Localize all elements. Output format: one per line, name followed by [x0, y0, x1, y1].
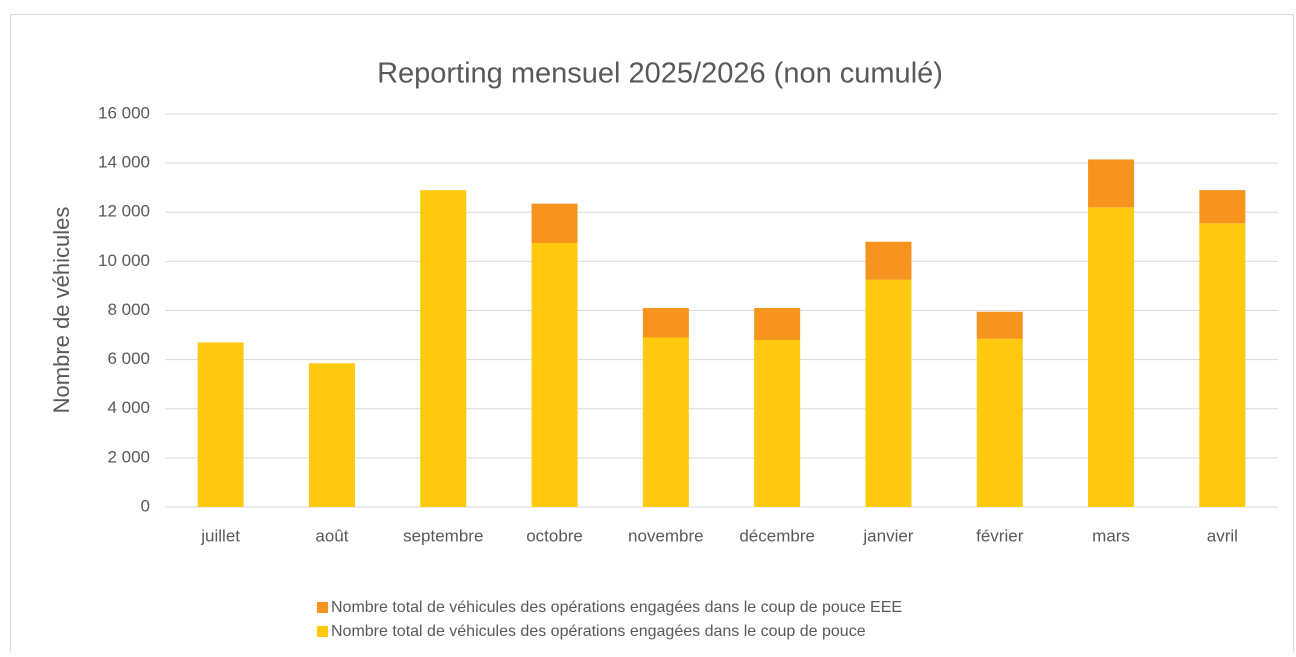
bar-segment — [197, 342, 244, 507]
y-tick-label: 4 000 — [107, 398, 150, 417]
bar-segment — [1199, 190, 1246, 224]
bar-segment — [1088, 159, 1135, 208]
x-tick-label: mars — [1092, 526, 1130, 545]
x-tick-label: juillet — [200, 526, 240, 545]
x-tick-label: août — [315, 526, 348, 545]
bar-segment — [420, 190, 467, 508]
bar-segment — [976, 311, 1023, 339]
x-tick-label: septembre — [403, 526, 483, 545]
bar-segment — [865, 279, 912, 507]
y-tick-label: 0 — [141, 496, 150, 515]
bar-segment — [754, 339, 801, 507]
y-tick-label: 12 000 — [98, 202, 150, 221]
y-axis-label: Nombre de véhicules — [49, 207, 74, 414]
y-tick-label: 10 000 — [98, 251, 150, 270]
bar-segment — [865, 241, 912, 280]
y-tick-label: 14 000 — [98, 153, 150, 172]
x-tick-label: avril — [1207, 526, 1238, 545]
legend-label: Nombre total de véhicules des opérations… — [331, 599, 902, 616]
bar-segment — [642, 337, 689, 507]
x-tick-label: février — [976, 526, 1024, 545]
legend-swatch — [317, 626, 328, 637]
bar-segment — [976, 338, 1023, 507]
bar-segment — [531, 203, 578, 243]
chart-title: Reporting mensuel 2025/2026 (non cumulé) — [377, 58, 943, 90]
x-tick-label: décembre — [739, 526, 815, 545]
x-tick-label: janvier — [862, 526, 913, 545]
bar-segment — [1199, 223, 1246, 507]
y-tick-label: 8 000 — [107, 300, 150, 319]
x-tick-label: octobre — [526, 526, 583, 545]
legend-swatch — [317, 602, 328, 613]
legend-label: Nombre total de véhicules des opérations… — [331, 623, 866, 640]
bar-segment — [308, 363, 355, 507]
bar-segment — [754, 308, 801, 340]
y-tick-label: 16 000 — [98, 103, 150, 122]
y-tick-label: 6 000 — [107, 349, 150, 368]
bar-segment — [531, 242, 578, 507]
y-tick-label: 2 000 — [107, 447, 150, 466]
x-tick-label: novembre — [628, 526, 704, 545]
bar-segment — [642, 308, 689, 338]
bar-segment — [1088, 207, 1135, 507]
